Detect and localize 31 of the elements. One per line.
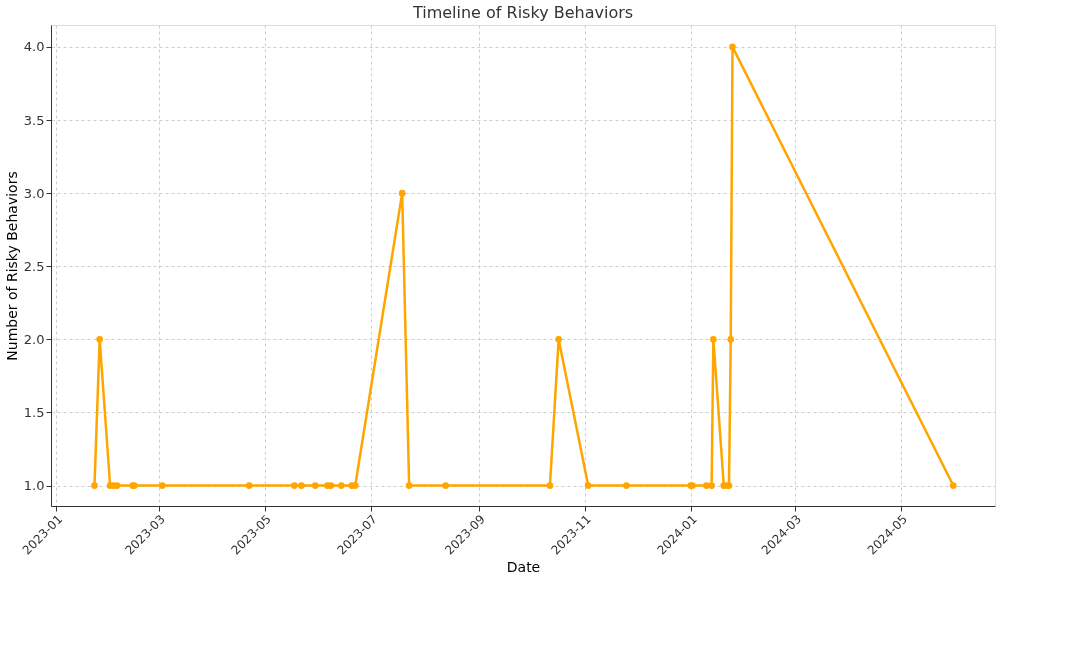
y-tick-label: 2.0: [23, 331, 45, 347]
point: [158, 482, 166, 489]
x-axis-title: Date: [506, 558, 541, 575]
y-tick-label: 1.5: [23, 404, 45, 420]
point: [337, 482, 345, 489]
point: [584, 482, 592, 489]
y-axis-title: Number of Risky Behaviors: [3, 171, 20, 361]
point: [949, 482, 957, 489]
y-tick-label: 3.0: [23, 185, 45, 201]
y-tick-label: 3.5: [23, 112, 45, 128]
point: [96, 335, 104, 343]
point: [398, 189, 406, 197]
chart-title: Timeline of Risky Behaviors: [411, 3, 634, 22]
point: [91, 482, 98, 489]
point: [708, 482, 715, 489]
point: [555, 335, 562, 343]
y-tick-label: 2.5: [23, 258, 45, 274]
point: [311, 482, 319, 489]
point: [546, 482, 554, 489]
point: [297, 482, 305, 489]
point: [727, 335, 735, 343]
point: [291, 482, 298, 489]
point: [245, 482, 253, 489]
y-tick-label: 4.0: [23, 39, 45, 55]
point: [442, 482, 449, 489]
point: [405, 482, 413, 489]
point: [327, 482, 335, 489]
point: [729, 43, 736, 51]
point: [623, 482, 630, 489]
point: [710, 335, 717, 343]
y-tick-label: 1.0: [23, 478, 45, 494]
